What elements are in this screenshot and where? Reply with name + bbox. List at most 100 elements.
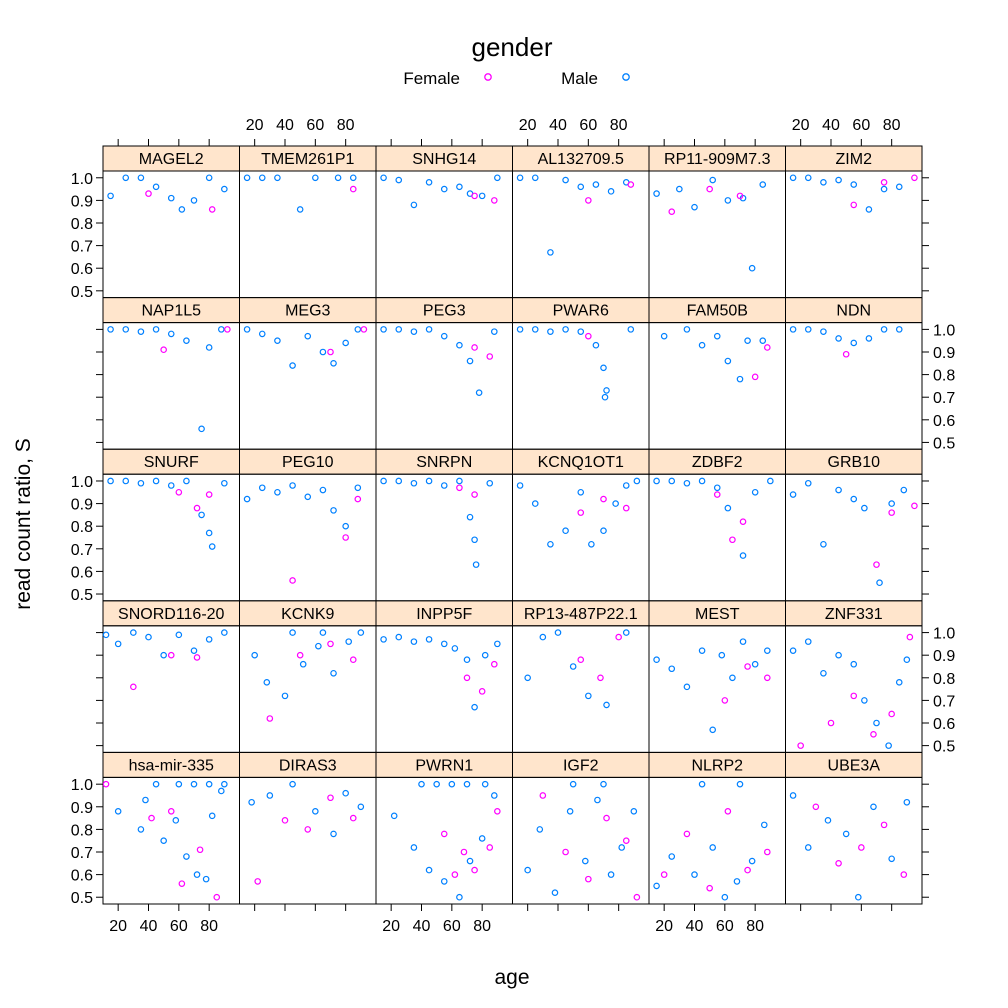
point-male xyxy=(683,326,691,333)
panel-frame xyxy=(239,473,377,602)
panel-frame xyxy=(648,625,786,753)
point-male xyxy=(471,703,478,711)
point-male xyxy=(456,477,463,485)
point-female xyxy=(463,674,471,682)
panel-frame xyxy=(648,170,786,299)
panel-frame xyxy=(785,776,923,905)
point-male xyxy=(205,636,213,643)
x-tick-label: 40 xyxy=(822,117,840,134)
point-male xyxy=(410,479,418,487)
point-male xyxy=(342,339,349,347)
point-male xyxy=(354,484,362,492)
legend-label-female: Female xyxy=(403,69,460,88)
point-male xyxy=(440,482,448,489)
point-male xyxy=(789,326,797,333)
point-male xyxy=(888,855,895,863)
y-tick-label: 0.6 xyxy=(71,261,93,278)
point-male xyxy=(451,645,459,652)
point-male xyxy=(820,669,827,677)
point-female xyxy=(160,346,167,354)
point-male xyxy=(627,326,635,333)
point-male xyxy=(486,479,494,487)
point-female xyxy=(196,846,204,854)
point-male xyxy=(759,337,767,344)
point-male xyxy=(733,878,741,885)
point-female xyxy=(827,719,835,727)
strip-label: RP13-487P22.1 xyxy=(524,606,638,623)
strip-label: PEG3 xyxy=(423,303,466,320)
point-male xyxy=(380,477,387,485)
point-male xyxy=(160,651,167,659)
point-male xyxy=(594,796,601,804)
point-female xyxy=(577,509,585,516)
point-male xyxy=(600,364,607,372)
point-female xyxy=(494,808,501,815)
y-tick-label: 0.6 xyxy=(933,413,955,430)
strip-label: AL132709.5 xyxy=(538,151,624,168)
point-male xyxy=(357,629,365,636)
point-male xyxy=(448,780,456,788)
point-female xyxy=(585,875,592,883)
point-male xyxy=(466,357,474,365)
point-female xyxy=(713,491,721,498)
point-male xyxy=(312,808,319,815)
point-female xyxy=(102,780,110,788)
point-female xyxy=(880,179,888,186)
point-male xyxy=(804,174,812,182)
point-male xyxy=(903,656,911,664)
point-male xyxy=(160,837,167,845)
point-male xyxy=(739,552,747,559)
point-male xyxy=(137,174,145,182)
point-male xyxy=(289,629,296,636)
point-male xyxy=(660,332,668,340)
strip-label: MEST xyxy=(695,606,740,623)
point-male xyxy=(600,527,607,535)
point-female xyxy=(460,848,468,856)
point-male xyxy=(289,362,296,369)
point-male xyxy=(767,477,774,485)
y-tick-label: 0.5 xyxy=(933,435,955,452)
y-tick-label: 0.5 xyxy=(71,890,93,907)
point-female xyxy=(911,174,918,182)
point-male xyxy=(516,174,524,182)
point-male xyxy=(531,174,539,182)
point-male xyxy=(221,629,228,636)
strip-label: SNRPN xyxy=(416,454,472,471)
point-male xyxy=(475,389,483,396)
point-male xyxy=(395,477,403,485)
x-tick-label: 40 xyxy=(549,117,567,134)
panel-frame xyxy=(375,170,513,299)
point-male xyxy=(603,701,610,709)
point-female xyxy=(266,715,274,722)
point-male xyxy=(903,798,911,806)
point-male xyxy=(172,817,180,824)
point-male xyxy=(850,660,858,668)
strip-label: hsa-mir-335 xyxy=(129,757,214,774)
point-male xyxy=(547,328,554,335)
strip-label: PWAR6 xyxy=(553,303,609,320)
point-male xyxy=(804,479,812,487)
point-male xyxy=(330,507,337,514)
point-male xyxy=(709,726,717,734)
y-tick-label: 0.7 xyxy=(71,542,93,559)
panel-frame xyxy=(375,473,513,602)
point-male xyxy=(536,826,544,833)
point-male xyxy=(835,486,842,494)
x-tick-label: 60 xyxy=(716,918,734,935)
point-female xyxy=(360,326,368,333)
y-tick-label: 0.8 xyxy=(933,671,955,688)
point-female xyxy=(842,350,850,358)
point-female xyxy=(683,830,691,838)
point-male xyxy=(607,188,615,195)
point-male xyxy=(789,174,797,182)
point-male xyxy=(494,174,501,182)
point-male xyxy=(653,656,660,664)
point-male xyxy=(319,629,327,636)
strip-panel xyxy=(648,448,786,475)
point-male xyxy=(888,500,895,507)
point-male xyxy=(380,326,387,333)
point-female xyxy=(145,190,152,197)
strip-label: FAM50B xyxy=(687,303,748,320)
y-tick-label: 0.9 xyxy=(933,345,955,362)
strip-label: SNORD116-20 xyxy=(118,606,225,623)
